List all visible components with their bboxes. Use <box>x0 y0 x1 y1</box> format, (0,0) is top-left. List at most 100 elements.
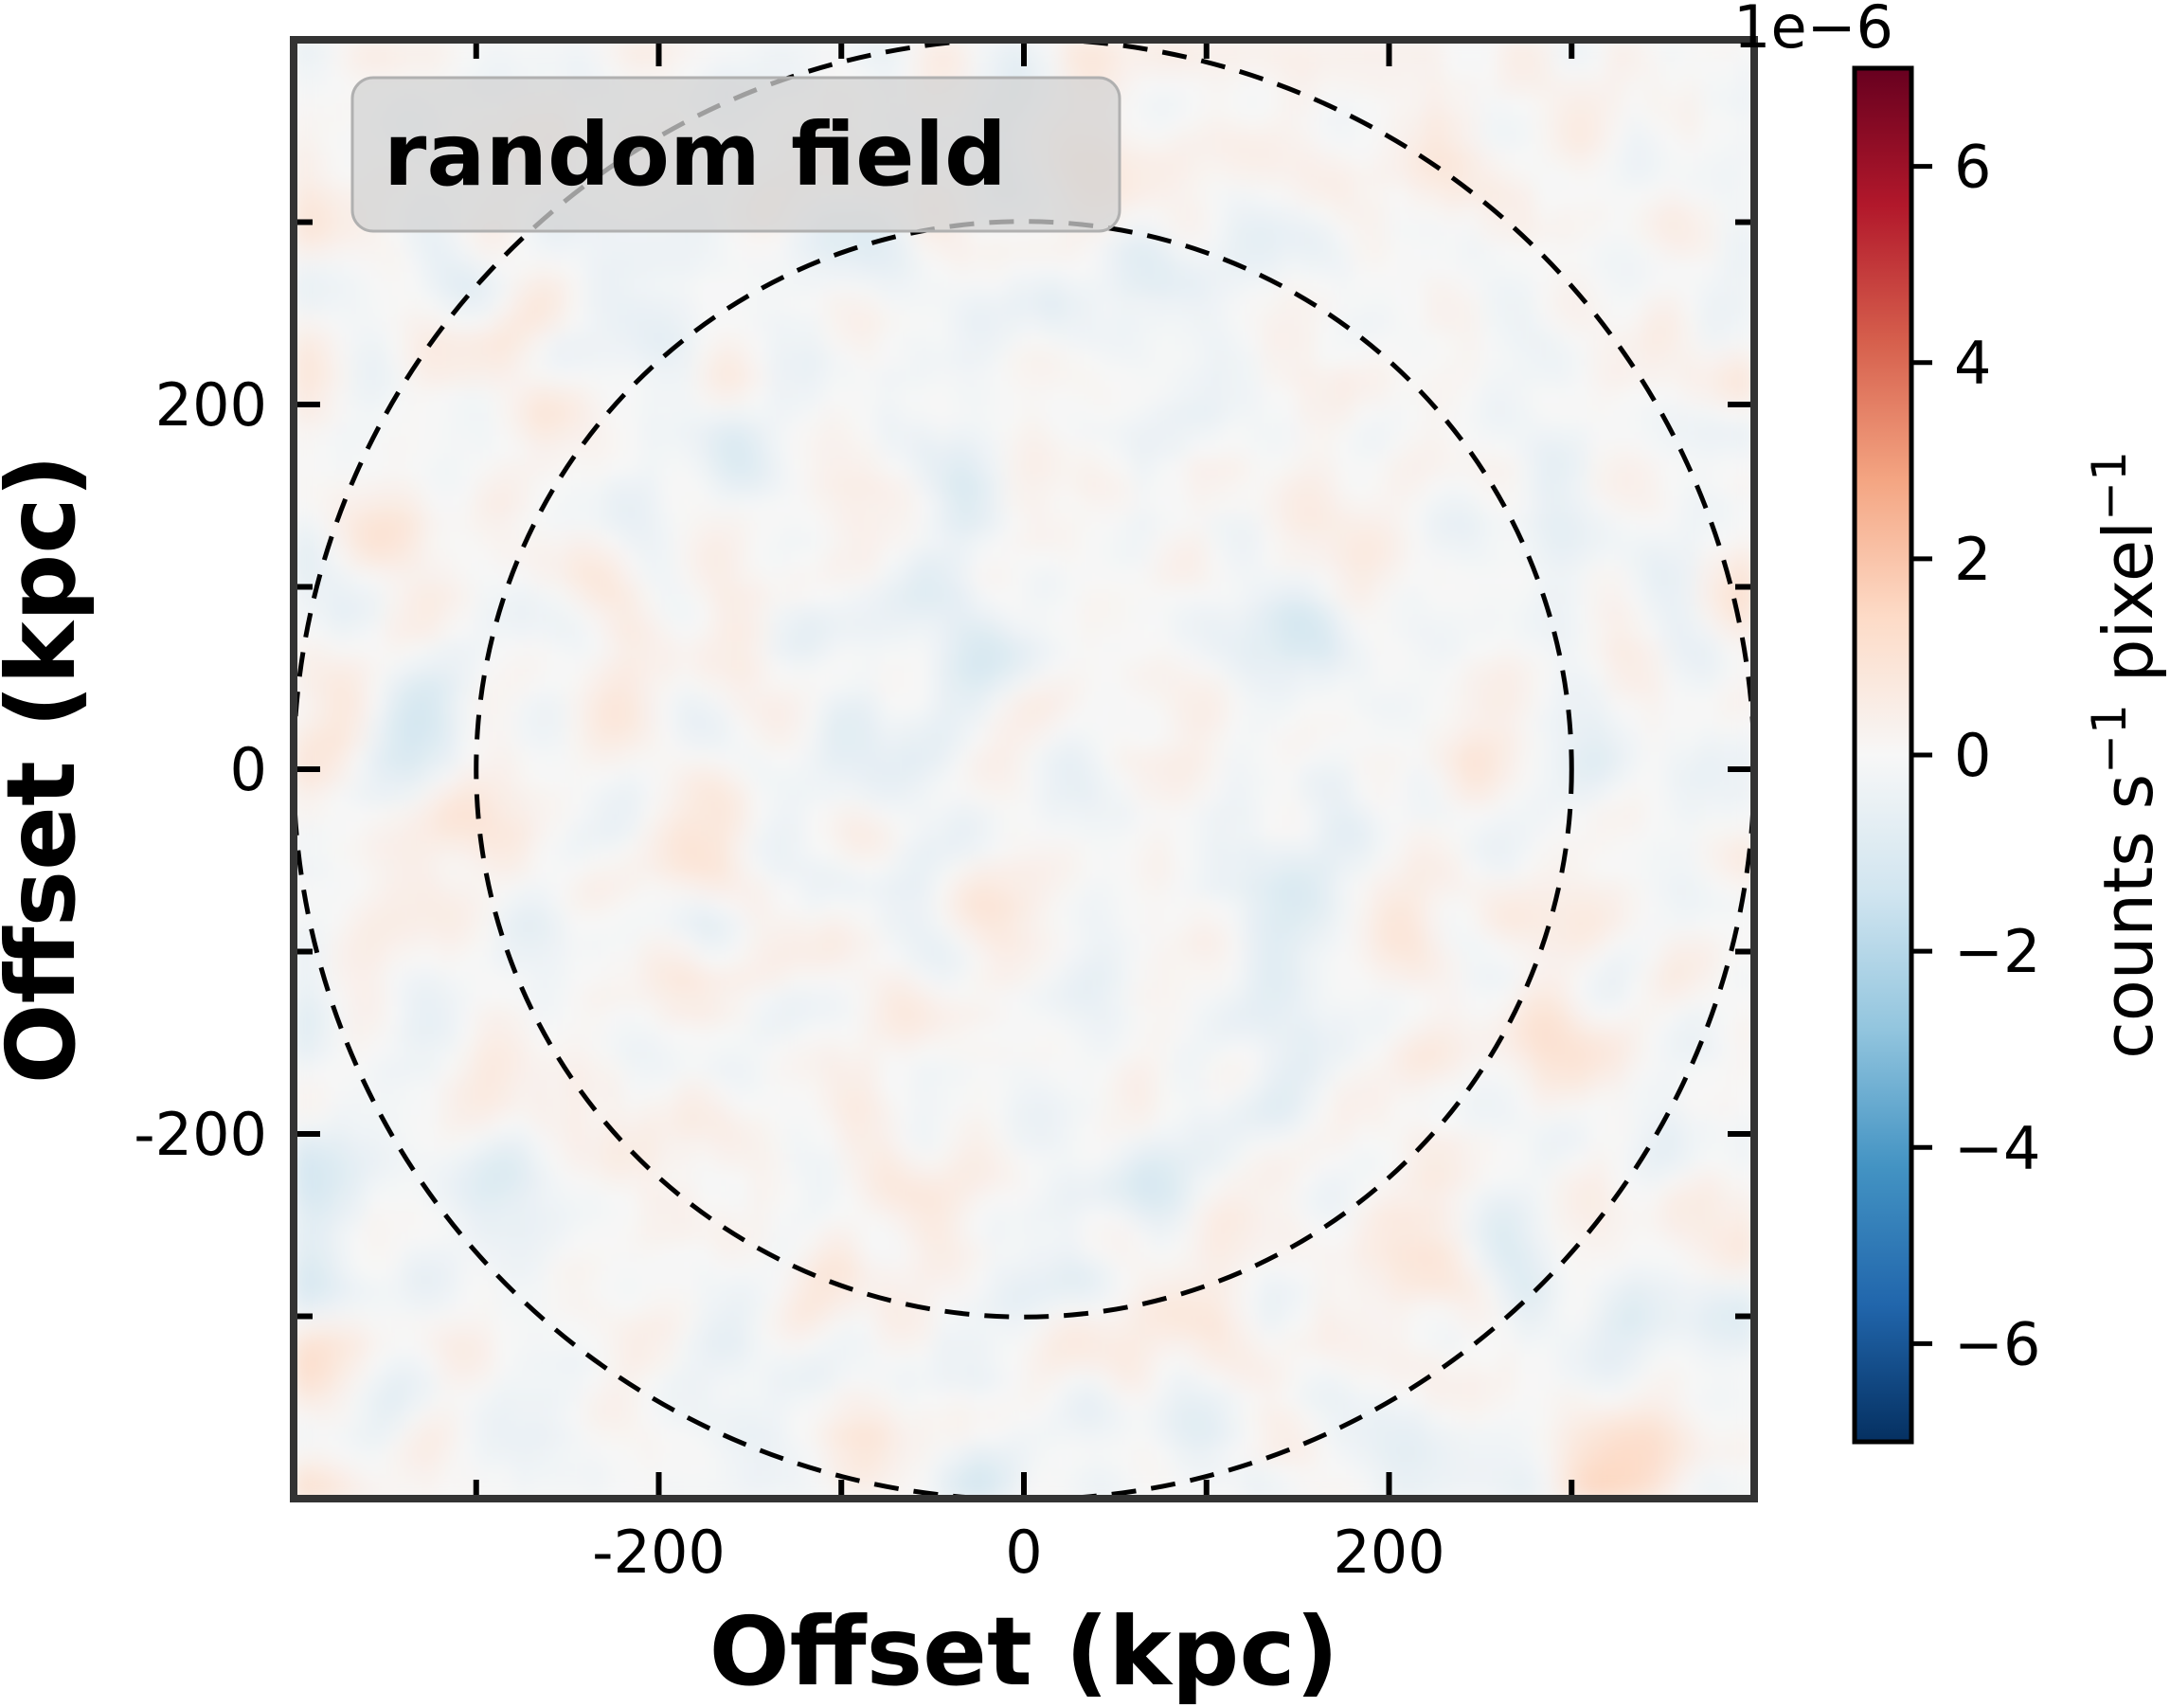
heatmap-cell <box>1097 805 1117 825</box>
heatmap-cell <box>914 714 934 734</box>
heatmap-cell <box>1552 951 1573 971</box>
heatmap-cell <box>1170 513 1190 533</box>
heatmap-cell <box>294 259 314 279</box>
heatmap-cell <box>475 350 496 369</box>
heatmap-cell <box>950 842 971 862</box>
heatmap-cell <box>530 988 550 1008</box>
heatmap-cell <box>1607 1152 1628 1172</box>
heatmap-cell <box>457 1115 477 1135</box>
heatmap-cell <box>877 1024 898 1044</box>
heatmap-cell <box>841 368 861 387</box>
heatmap-cell <box>1389 823 1408 843</box>
heatmap-cell <box>312 1061 332 1081</box>
heatmap-cell <box>950 1097 971 1117</box>
heatmap-cell <box>969 440 989 460</box>
heatmap-cell <box>585 1006 605 1026</box>
heatmap-cell <box>1516 915 1536 935</box>
heatmap-cell <box>548 313 569 333</box>
heatmap-cell <box>804 477 824 497</box>
heatmap-cell <box>1498 878 1518 898</box>
heatmap-cell <box>1644 1006 1664 1026</box>
heatmap-cell <box>1516 277 1536 297</box>
heatmap-cell <box>1607 714 1628 734</box>
heatmap-cell <box>932 860 952 880</box>
heatmap-cell <box>841 1042 861 1062</box>
heatmap-cell <box>1097 477 1117 497</box>
heatmap-cell <box>1735 405 1754 424</box>
heatmap-cell <box>1407 495 1427 515</box>
heatmap-cell <box>421 860 441 880</box>
heatmap-cell <box>1352 295 1372 315</box>
heatmap-cell <box>1516 1024 1536 1044</box>
heatmap-cell <box>1534 842 1554 862</box>
heatmap-cell <box>1024 458 1044 478</box>
heatmap-cell <box>713 1170 733 1190</box>
heatmap-cell <box>658 240 678 260</box>
heatmap-cell <box>1498 277 1518 297</box>
heatmap-cell <box>1279 1152 1300 1172</box>
heatmap-cell <box>1662 458 1682 478</box>
heatmap-cell <box>1389 1042 1408 1062</box>
heatmap-cell <box>348 350 368 369</box>
heatmap-cell <box>1662 386 1682 405</box>
heatmap-cell <box>567 1115 587 1135</box>
heatmap-cell <box>1024 787 1044 807</box>
heatmap-cell <box>403 604 422 624</box>
heatmap-cell <box>1188 277 1208 297</box>
heatmap-cell <box>1589 1079 1609 1099</box>
heatmap-cell <box>1571 677 1591 697</box>
heatmap-cell <box>312 423 332 442</box>
heatmap-cell <box>1352 550 1372 570</box>
heatmap-cell <box>1607 641 1628 661</box>
heatmap-cell <box>494 405 514 424</box>
heatmap-cell <box>1426 805 1445 825</box>
heatmap-cell <box>1662 860 1682 880</box>
heatmap-cell <box>1717 386 1737 405</box>
heatmap-cell <box>1462 495 1481 515</box>
heatmap-cell <box>914 1115 934 1135</box>
heatmap-cell <box>1699 732 1719 752</box>
heatmap-cell <box>1735 313 1754 333</box>
heatmap-cell <box>1662 1115 1682 1135</box>
heatmap-cell <box>822 677 843 697</box>
heatmap-cell <box>1225 823 1245 843</box>
heatmap-cell <box>877 531 898 551</box>
heatmap-cell <box>403 568 422 588</box>
heatmap-cell <box>603 842 623 862</box>
heatmap-cell <box>530 458 550 478</box>
heatmap-cell <box>676 423 697 442</box>
heatmap-cell <box>1261 350 1281 369</box>
heatmap-cell <box>385 1024 404 1044</box>
heatmap-cell <box>896 531 916 551</box>
heatmap-cell <box>1097 915 1117 935</box>
heatmap-cell <box>1024 1115 1044 1135</box>
heatmap-cell <box>804 423 824 442</box>
heatmap-cell <box>896 750 916 770</box>
heatmap-cell <box>1516 586 1536 606</box>
heatmap-cell <box>1626 1079 1646 1099</box>
heatmap-cell <box>1444 477 1463 497</box>
heatmap-cell <box>294 423 314 442</box>
heatmap-cell <box>1571 204 1591 224</box>
heatmap-cell <box>859 878 879 898</box>
heatmap-cell <box>1571 423 1591 442</box>
heatmap-cell <box>749 677 770 697</box>
heatmap-cell <box>950 933 971 953</box>
heatmap-cell <box>1188 440 1208 460</box>
heatmap-cell <box>859 295 879 315</box>
heatmap-cell <box>1662 58 1682 78</box>
heatmap-cell <box>530 550 550 570</box>
heatmap-cell <box>1024 896 1044 916</box>
heatmap-cell <box>1552 531 1573 551</box>
heatmap-cell <box>1680 350 1701 369</box>
heatmap-cell <box>969 1042 989 1062</box>
heatmap-cell <box>585 568 605 588</box>
heatmap-cell <box>312 76 332 96</box>
heatmap-cell <box>1552 295 1573 315</box>
heatmap-cell <box>749 386 770 405</box>
heatmap-cell <box>1024 386 1044 405</box>
heatmap-cell <box>585 750 605 770</box>
heatmap-cell <box>1662 933 1682 953</box>
heatmap-cell <box>1005 1006 1025 1026</box>
heatmap-cell <box>367 477 386 497</box>
